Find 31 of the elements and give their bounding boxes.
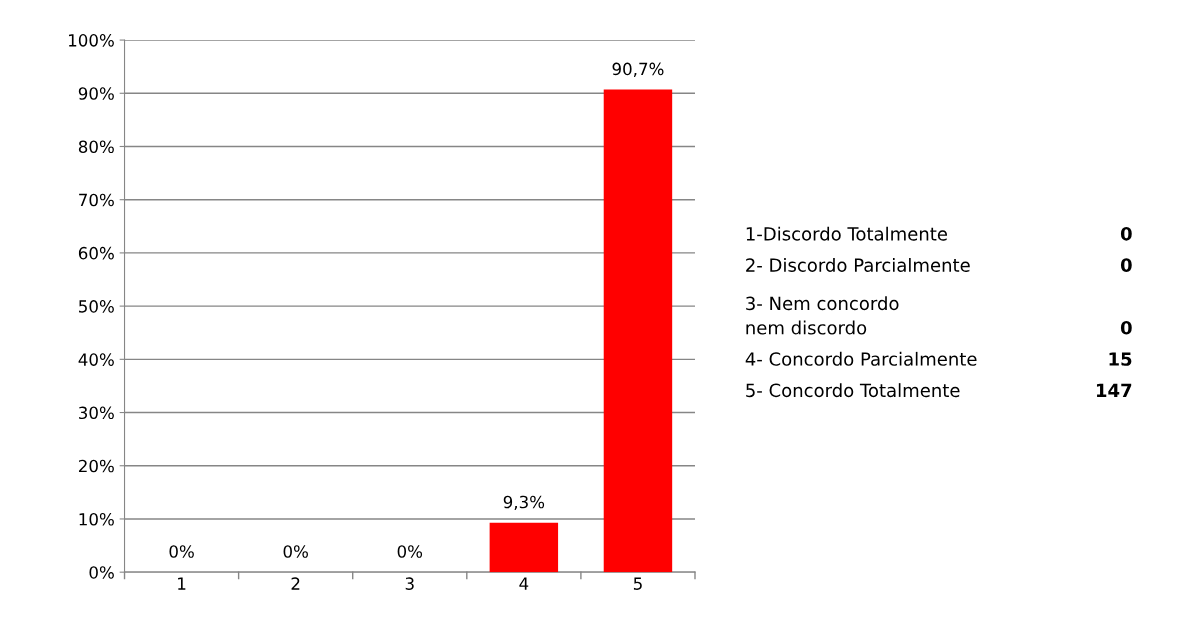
y-tick-label: 80% xyxy=(78,140,114,154)
data-label: 90,7% xyxy=(612,62,664,77)
y-tick-label: 10% xyxy=(79,512,114,526)
text: 0 xyxy=(1120,226,1132,241)
text: 15 xyxy=(1109,352,1132,366)
text: 147 xyxy=(1096,383,1132,397)
y-tick-label: 40% xyxy=(78,353,114,366)
y-tick-label: 30% xyxy=(79,406,114,420)
text: 0 xyxy=(1120,258,1132,272)
x-tick-label: 5 xyxy=(633,577,642,590)
x-tick-label: 2 xyxy=(291,577,300,590)
data-label: 9,3% xyxy=(503,495,545,511)
text: 3- Nem concordo nem discordo xyxy=(746,296,899,335)
text: 2- Discordo Parcialmente xyxy=(746,257,970,272)
x-tick-label: 4 xyxy=(519,577,529,590)
data-label: 0% xyxy=(283,545,308,558)
text: 1-Discordo Totalmente xyxy=(746,226,947,241)
y-tick-label: 0% xyxy=(89,566,114,579)
y-tick-label: 50% xyxy=(79,300,114,313)
y-tick-label: 70% xyxy=(79,193,114,207)
text: 4- Concordo Parcialmente xyxy=(745,351,977,366)
x-tick-label: 3 xyxy=(405,577,414,590)
y-tick-label: 90% xyxy=(78,87,114,100)
x-tick-label: 1 xyxy=(178,577,186,590)
y-tick-label: 60% xyxy=(78,246,114,260)
data-label: 0% xyxy=(169,545,194,558)
data-label: 0% xyxy=(397,545,423,558)
y-tick-label: 20% xyxy=(78,459,114,473)
text: 0 xyxy=(1120,320,1132,335)
y-tick-label: 100% xyxy=(68,34,114,47)
text: 5- Concordo Totalmente xyxy=(746,383,960,398)
